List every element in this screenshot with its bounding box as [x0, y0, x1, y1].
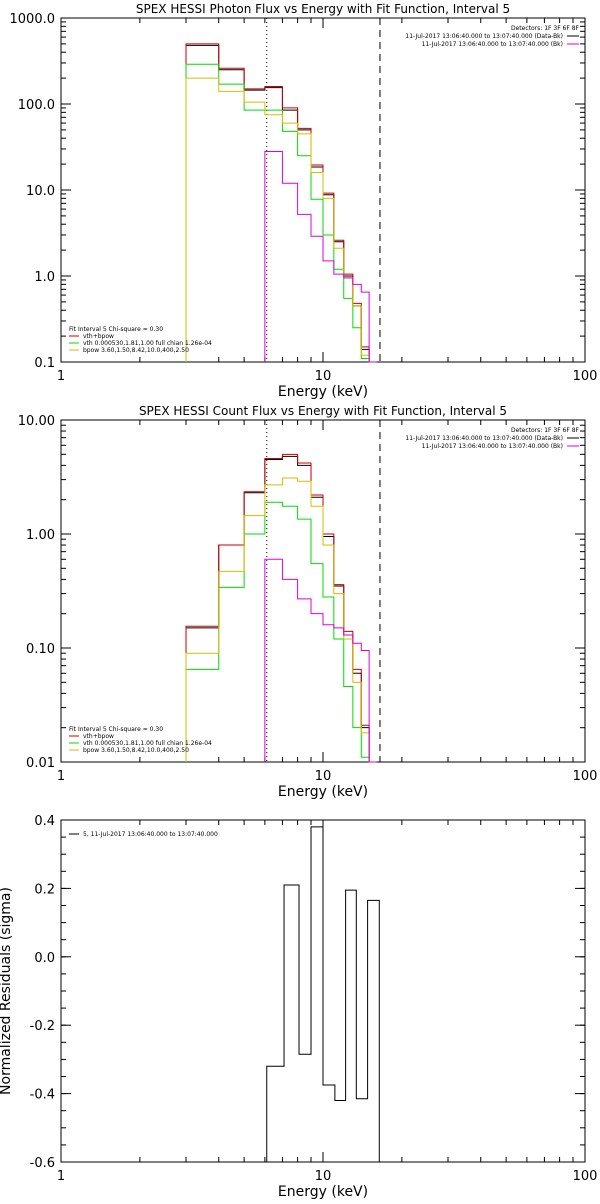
fit-legend-entry: vth+bpow — [83, 333, 114, 340]
panel-1: SPEX HESSI Photon Flux vs Energy with Fi… — [10, 2, 598, 400]
y-tick-label: 1000.0 — [10, 12, 56, 27]
fit-legend-header: Fit Interval 5 Chi-square = 0.30 — [69, 326, 163, 333]
x-axis-label: Energy (keV) — [278, 784, 368, 800]
series-line-4 — [185, 477, 377, 763]
fit-legend: Fit Interval 5 Chi-square = 0.30vth+bpow… — [69, 326, 212, 354]
series-group — [266, 826, 380, 1162]
y-tick-label: 100.0 — [18, 98, 55, 113]
y-tick-label: 0.4 — [34, 814, 55, 829]
x-tick-label: 10 — [315, 1169, 332, 1184]
residual-legend: 5, 11-Jul-2017 13:06:40.000 to 13:07:40.… — [69, 831, 218, 838]
y-tick-label: -0.2 — [30, 1019, 55, 1034]
y-tick-label: -0.4 — [30, 1088, 55, 1103]
legend-header: Detectors: 1F 3F 6F 8F — [511, 427, 580, 434]
series-line-5 — [264, 558, 377, 763]
y-tick-label: 1.0 — [34, 270, 55, 285]
fit-legend-entry: vth 0.000530,1.81,1.00 full chian 1.26e-… — [83, 340, 212, 347]
fit-legend: Fit Interval 5 Chi-square = 0.30vth+bpow… — [69, 726, 212, 754]
fit-legend-entry: vth+bpow — [83, 733, 114, 740]
fit-legend-header: Fit Interval 5 Chi-square = 0.30 — [69, 726, 163, 733]
x-tick-label: 1 — [57, 369, 65, 384]
series-line-5 — [264, 151, 377, 363]
series-line-2 — [185, 453, 377, 763]
legend-header: Detectors: 1F 3F 6F 8F — [511, 25, 580, 32]
series-line-3 — [185, 63, 377, 363]
x-tick-label: 10 — [315, 769, 332, 784]
x-tick-label: 100 — [573, 769, 598, 784]
y-axis-label: Normalized Residuals (sigma) — [0, 887, 14, 1095]
y-tick-label: -0.6 — [30, 1156, 55, 1171]
series-line-2 — [185, 43, 377, 363]
series-line-3 — [185, 501, 377, 763]
fit-legend-entry: bpow 3.60,1.50,8.42,10.0,400,2.50 — [83, 747, 189, 754]
legend-entry: 11-Jul-2017 13:06:40.000 to 13:07:40.000… — [405, 435, 563, 442]
fit-legend-entry: bpow 3.60,1.50,8.42,10.0,400,2.50 — [83, 347, 189, 354]
panel-3: 1 10 100 -0.6 -0.4 -0.2 0.0 0.2 0.4 Energy (keV) N… — [0, 814, 597, 1200]
x-tick-label: 1 — [57, 1169, 65, 1184]
y-tick-label: 10.00 — [18, 414, 55, 429]
legend-entry: 5, 11-Jul-2017 13:06:40.000 to 13:07:40.… — [83, 831, 218, 838]
series-group — [185, 43, 377, 363]
legend-entry: 11-Jul-2017 13:06:40.000 to 13:07:40.000… — [422, 443, 563, 450]
x-axis-label: Energy (keV) — [278, 384, 368, 400]
chart-title: SPEX HESSI Count Flux vs Energy with Fit… — [139, 404, 507, 418]
panel-2: SPEX HESSI Count Flux vs Energy with Fit… — [18, 404, 598, 800]
y-tick-label: 0.10 — [26, 642, 55, 657]
y-tick-label: 10.0 — [26, 184, 55, 199]
x-axis-label: Energy (keV) — [278, 1184, 368, 1200]
series-group — [185, 453, 377, 763]
y-tick-label: 0.01 — [26, 756, 55, 771]
y-tick-label: 0.2 — [34, 882, 55, 897]
x-tick-label: 10 — [315, 369, 332, 384]
x-tick-label: 1 — [57, 769, 65, 784]
legend-entry: 11-Jul-2017 13:06:40.000 to 13:07:40.000… — [422, 41, 563, 48]
chart-title: SPEX HESSI Photon Flux vs Energy with Fi… — [136, 2, 510, 16]
y-tick-label: 0.0 — [34, 951, 55, 966]
series-line-4 — [185, 77, 377, 363]
x-tick-label: 100 — [573, 1169, 598, 1184]
series-line-1 — [185, 44, 377, 363]
x-tick-label: 100 — [573, 369, 598, 384]
y-tick-label: 1.00 — [26, 528, 55, 543]
series-line-1 — [266, 826, 380, 1162]
fit-legend-entry: vth 0.000530,1.81,1.00 full chian 1.26e-… — [83, 740, 212, 747]
legend-entry: 11-Jul-2017 13:06:40.000 to 13:07:40.000… — [405, 33, 563, 40]
y-tick-label: 0.1 — [34, 356, 55, 371]
